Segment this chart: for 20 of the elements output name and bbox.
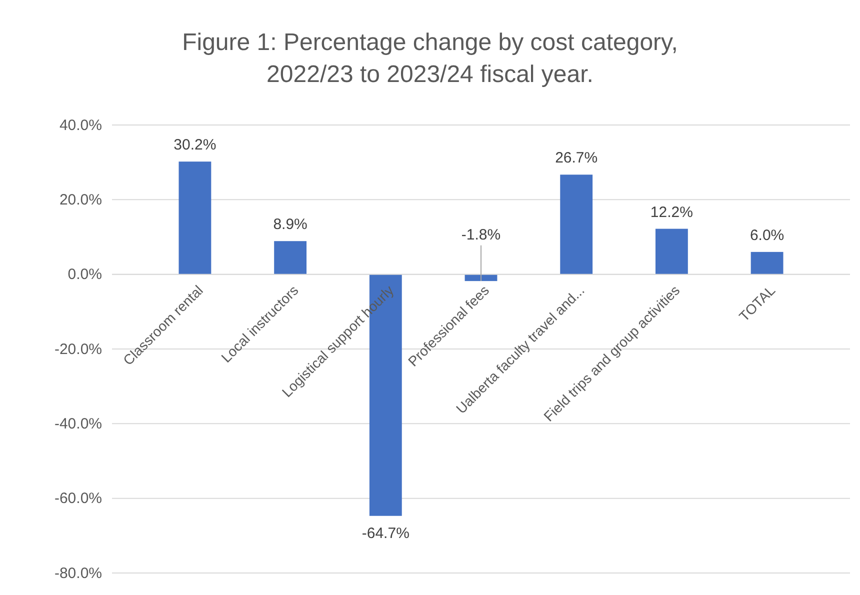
y-tick-label: 0.0% [68,266,102,284]
bar [178,162,212,274]
data-label: -1.8% [461,226,501,244]
data-label: 26.7% [555,150,598,167]
data-label: 12.2% [650,204,693,221]
bar [274,241,307,274]
data-label: 8.9% [273,216,308,234]
bar [655,228,688,274]
y-tick-label: -80.0% [54,564,102,582]
chart-title: Figure 1: Percentage change by cost category, 2022/23 to 2023/24 fiscal year. [182,29,678,88]
bar [560,174,593,274]
y-tick-label: -20.0% [54,340,102,358]
data-label: 30.2% [174,136,216,154]
y-tick-label: 20.0% [59,191,102,208]
bar [750,252,784,274]
y-tick-label: -40.0% [54,415,102,432]
data-label: 6.0% [750,226,784,244]
y-tick-label: -60.0% [54,490,102,508]
y-tick-label: 40.0% [59,116,102,134]
data-label: -64.7% [362,524,410,542]
